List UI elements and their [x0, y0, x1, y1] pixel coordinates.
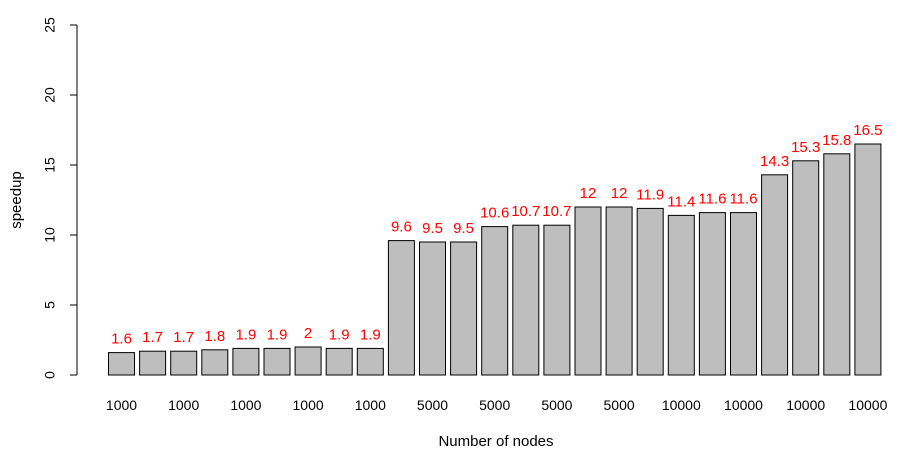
x-tick-label: 10000: [786, 397, 825, 413]
bar: [481, 226, 509, 376]
bar-value-label: 10.6: [480, 205, 509, 222]
x-tick-label: 1000: [230, 397, 261, 413]
bar: [574, 206, 602, 376]
y-axis: 0 5 10 15 20 25: [42, 17, 78, 379]
bar: [667, 214, 695, 376]
x-tick-label: 10000: [848, 397, 887, 413]
bar: [823, 153, 851, 376]
bar: [232, 347, 260, 376]
bar-value-label: 11.6: [698, 191, 726, 208]
bar-value-label: 1.7: [173, 329, 194, 346]
y-axis-title: speedup: [8, 171, 25, 229]
bar: [294, 346, 322, 376]
bar-value-label: 1.7: [142, 329, 163, 346]
bar: [108, 352, 135, 376]
bar-value-label: 9.6: [391, 219, 412, 236]
bar: [636, 207, 664, 376]
x-tick-label: 5000: [604, 397, 635, 413]
bar: [543, 224, 571, 376]
bar-value-label: 1.9: [329, 326, 350, 343]
bar-value-label: 16.5: [853, 122, 882, 139]
bar-value-label: 1.9: [235, 326, 256, 343]
bars: [108, 143, 882, 376]
bar-value-label: 12: [611, 185, 628, 202]
y-tick-label: 25: [42, 17, 58, 33]
bar: [387, 240, 415, 376]
x-tick-label: 5000: [479, 397, 510, 413]
bar: [512, 224, 540, 376]
bar: [761, 174, 789, 376]
bar: [698, 212, 726, 376]
bar: [170, 350, 198, 376]
x-tick-label: 1000: [355, 397, 386, 413]
bar-value-label: 11.9: [636, 186, 664, 203]
bar-value-label: 12: [580, 185, 597, 202]
bar: [450, 241, 478, 376]
bar: [605, 206, 633, 376]
y-tick-label: 10: [42, 227, 58, 243]
bar-value-label: 10.7: [511, 203, 540, 220]
x-tick-label: 10000: [662, 397, 701, 413]
bar: [263, 347, 291, 376]
y-tick-label: 5: [42, 301, 58, 309]
x-tick-label: 1000: [293, 397, 324, 413]
x-tick-label: 5000: [417, 397, 448, 413]
y-tick-label: 0: [42, 371, 58, 379]
bar: [139, 350, 167, 376]
bar: [854, 143, 882, 376]
y-tick-label: 20: [42, 87, 58, 103]
x-tick-labels: 1000 1000 1000 1000 1000 5000 5000 5000 5000 1000…: [106, 397, 888, 413]
x-tick-label: 5000: [541, 397, 572, 413]
bar-value-label: 1.9: [267, 326, 288, 343]
bar: [325, 347, 353, 376]
bar-value-label: 11.4: [667, 193, 695, 210]
bar-value-label: 1.8: [204, 328, 225, 345]
bar-value-label: 11.6: [729, 191, 757, 208]
bar-value-label: 2: [304, 325, 312, 342]
bar-value-label: 10.7: [542, 203, 571, 220]
bar-value-label: 1.6: [111, 331, 132, 348]
bar-value-label: 1.9: [360, 326, 381, 343]
x-axis-title: Number of nodes: [438, 433, 553, 450]
y-tick-label: 15: [42, 157, 58, 173]
bar-value-label: 14.3: [760, 153, 789, 170]
bar: [356, 347, 384, 376]
bar-value-label: 15.3: [791, 139, 820, 156]
bar: [419, 241, 446, 376]
x-tick-label: 10000: [724, 397, 763, 413]
bar: [730, 212, 757, 376]
bar: [792, 160, 820, 376]
x-tick-label: 1000: [106, 397, 137, 413]
bar-value-label: 15.8: [822, 132, 851, 149]
bar: [201, 349, 229, 376]
x-tick-label: 1000: [168, 397, 199, 413]
bar-value-label: 9.5: [453, 220, 474, 237]
data-labels: 1.6 1.7 1.7 1.8 1.9 1.9 2 1.9 1.99.6 9.5 9.510.6 10…: [111, 122, 882, 348]
bar-value-label: 9.5: [422, 220, 443, 237]
